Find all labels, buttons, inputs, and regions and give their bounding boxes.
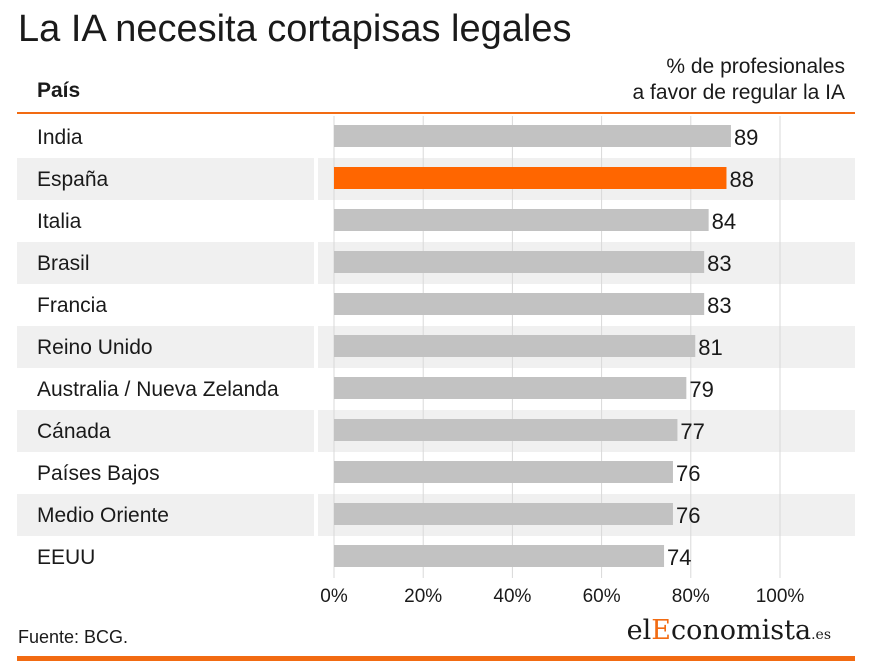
value-column-header-line2: a favor de regular la IA	[632, 81, 845, 104]
bar	[334, 335, 696, 357]
chart-title: La IA necesita cortapisas legales	[18, 8, 572, 50]
row-band-label	[17, 158, 314, 200]
bar	[334, 503, 673, 525]
bar	[334, 293, 705, 315]
bar	[334, 377, 687, 399]
value-label: 76	[676, 461, 700, 486]
category-label: Brasil	[37, 252, 90, 275]
x-tick-label: 60%	[583, 586, 621, 607]
row-band-label	[17, 410, 314, 452]
x-tick-label: 0%	[320, 586, 348, 607]
value-label: 81	[698, 335, 722, 360]
category-label: España	[37, 168, 109, 191]
x-tick-label: 80%	[672, 586, 710, 607]
bar	[334, 209, 709, 231]
bar	[334, 545, 665, 567]
header-rule	[17, 112, 855, 114]
value-label: 77	[680, 419, 704, 444]
category-label: Italia	[37, 210, 82, 233]
category-label: Cánada	[37, 420, 111, 443]
value-label: 88	[729, 167, 753, 192]
category-label: EEUU	[37, 546, 95, 569]
value-column-header-line1: % de profesionales	[666, 55, 845, 78]
value-label: 83	[707, 251, 731, 276]
bar	[334, 419, 678, 441]
row-band-label	[17, 326, 314, 368]
value-label: 89	[734, 125, 758, 150]
country-column-header: País	[37, 79, 81, 102]
source-note: Fuente: BCG.	[18, 627, 129, 647]
row-band-label	[17, 494, 314, 536]
category-label: Francia	[37, 294, 107, 317]
bar	[334, 167, 727, 189]
value-label: 79	[689, 377, 713, 402]
logo-part-2: E	[651, 615, 672, 646]
row-band-label	[17, 242, 314, 284]
logo-tld: .es	[811, 627, 831, 643]
value-label: 83	[707, 293, 731, 318]
bar	[334, 461, 673, 483]
bar	[334, 251, 705, 273]
category-label: Medio Oriente	[37, 504, 169, 527]
publisher-logo: elEconomista.es	[627, 614, 831, 652]
value-label: 74	[667, 545, 691, 570]
footer-rule	[17, 656, 855, 661]
category-label: Reino Unido	[37, 336, 153, 359]
category-label: Países Bajos	[37, 462, 160, 485]
logo-part-3: conomista	[671, 615, 812, 646]
category-label: India	[37, 126, 83, 149]
logo-part-1: el	[626, 615, 652, 646]
x-tick-label: 40%	[493, 586, 531, 607]
value-label: 84	[712, 209, 736, 234]
bar	[334, 125, 731, 147]
value-column-header: % de profesionales a favor de regular la…	[633, 54, 845, 106]
x-tick-label: 100%	[756, 586, 805, 607]
x-tick-label: 20%	[404, 586, 442, 607]
category-label: Australia / Nueva Zelanda	[37, 378, 279, 401]
value-label: 76	[676, 503, 700, 528]
